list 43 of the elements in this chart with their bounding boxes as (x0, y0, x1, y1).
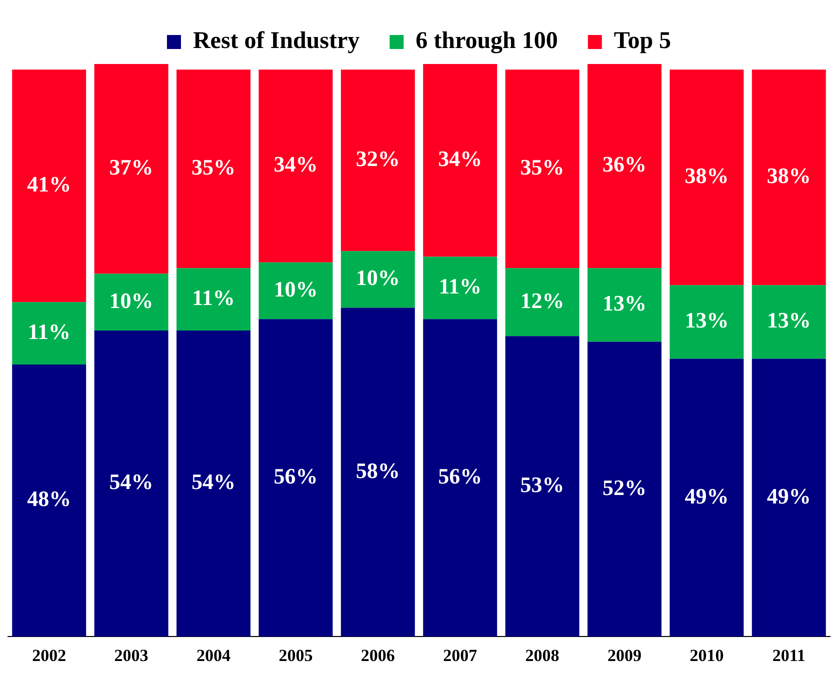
data-label: 10% (274, 276, 318, 302)
data-label: 48% (27, 486, 72, 512)
legend-label: 6 through 100 (416, 28, 558, 54)
legend-label: Top 5 (614, 28, 672, 54)
x-tick-label: 2011 (772, 646, 806, 666)
x-tick-label: 2007 (443, 646, 478, 666)
x-tick-label: 2004 (196, 646, 231, 666)
data-label: 49% (766, 483, 811, 508)
data-label: 41% (27, 172, 72, 197)
x-tick-label: 2010 (690, 646, 724, 666)
data-label: 54% (192, 469, 236, 494)
data-label: 56% (438, 464, 482, 489)
data-label: 32% (356, 146, 400, 172)
data-label: 13% (766, 308, 811, 333)
data-label: 13% (602, 290, 646, 316)
data-label: 37% (109, 154, 154, 180)
x-tick-label: 2002 (32, 646, 66, 666)
data-label: 53% (520, 472, 564, 498)
data-label: 11% (438, 274, 482, 299)
x-tick-label: 2008 (525, 646, 560, 666)
data-label: 10% (109, 288, 154, 313)
data-label: 12% (520, 288, 564, 313)
data-label: 34% (438, 146, 482, 172)
data-label: 38% (766, 163, 811, 188)
x-tick-label: 2005 (278, 646, 313, 666)
data-label: 49% (684, 483, 729, 508)
data-label: 11% (28, 318, 70, 344)
x-tick-label: 2003 (114, 646, 148, 666)
legend-label: Rest of Industry (192, 28, 360, 54)
data-label: 13% (684, 308, 729, 333)
data-label: 54% (109, 469, 154, 494)
data-label: 11% (192, 284, 235, 310)
x-tick-label: 2006 (360, 646, 395, 666)
data-label: 10% (356, 265, 400, 290)
data-label: 35% (520, 154, 564, 180)
data-label: 52% (602, 474, 646, 500)
data-label: 58% (356, 458, 400, 483)
data-label: 35% (192, 154, 236, 180)
data-label: 36% (602, 152, 646, 177)
data-label: 34% (274, 152, 318, 177)
x-tick-label: 2009 (608, 646, 642, 666)
data-label: 38% (684, 163, 729, 188)
data-label: 56% (274, 464, 318, 489)
